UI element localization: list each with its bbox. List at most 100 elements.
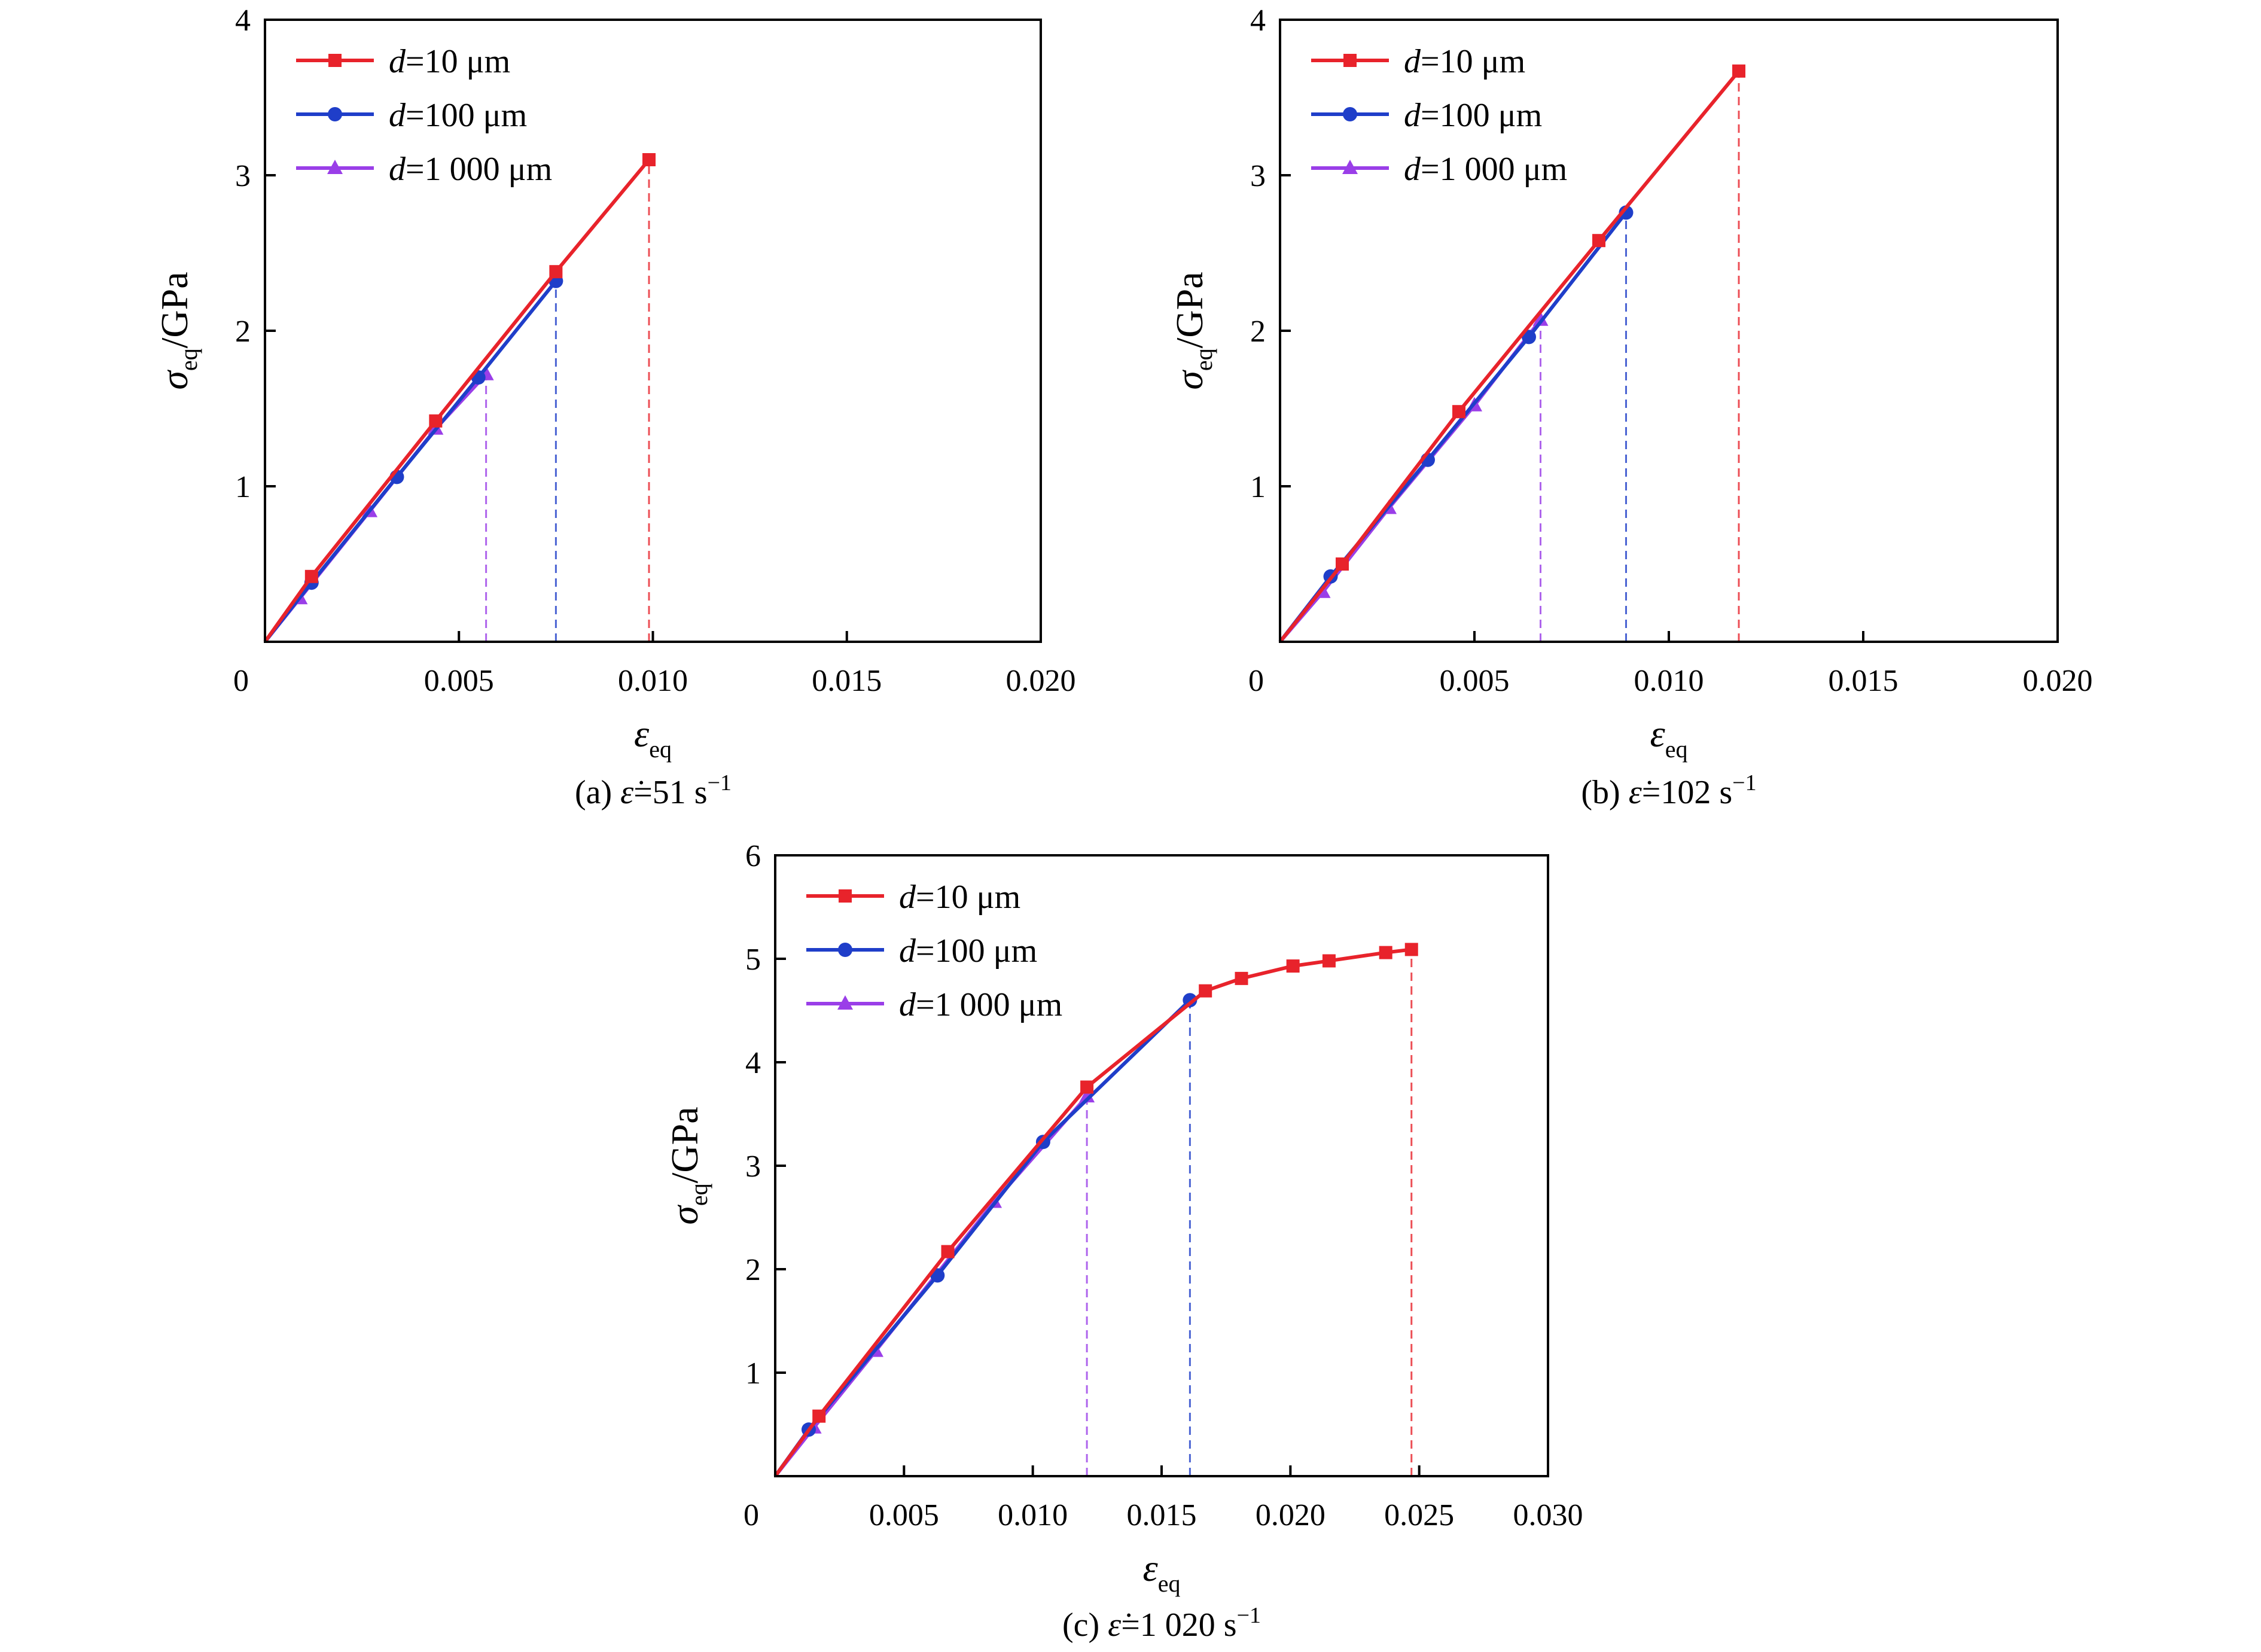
legend-italic: d bbox=[389, 151, 406, 188]
data-point bbox=[1286, 959, 1300, 973]
legend-marker-3 bbox=[1342, 160, 1358, 174]
x-axis-subscript: eq bbox=[1158, 1570, 1181, 1597]
y-tick-label: 1 bbox=[235, 470, 251, 504]
legend-marker-1 bbox=[328, 54, 342, 67]
legend-entry-2: d=100 μm bbox=[1404, 97, 1542, 134]
x-tick-label: 0.025 bbox=[1384, 1498, 1454, 1532]
y-axis-subscript: eq bbox=[1190, 348, 1217, 371]
data-point bbox=[1183, 993, 1197, 1008]
data-point bbox=[1452, 405, 1465, 419]
y-tick-label: 6 bbox=[745, 839, 761, 873]
data-point bbox=[549, 265, 563, 279]
x-tick-label: 0.015 bbox=[812, 664, 882, 698]
legend-italic: d bbox=[389, 43, 406, 80]
panel-caption: (a) ε̇=51 s−1 bbox=[575, 770, 732, 811]
legend-label: =10 μm bbox=[1421, 43, 1525, 80]
x-axis-label: εeq bbox=[1143, 1547, 1181, 1597]
legend-entry-2: d=100 μm bbox=[389, 97, 527, 134]
x-axis-label: εeq bbox=[634, 712, 672, 763]
legend-entry-3: d=1 000 μm bbox=[899, 986, 1062, 1023]
data-point bbox=[1235, 971, 1248, 985]
x-tick-label: 0.010 bbox=[1634, 664, 1704, 698]
y-tick-label: 1 bbox=[745, 1357, 761, 1391]
legend-entry-1: d=10 μm bbox=[899, 879, 1020, 916]
data-point bbox=[1336, 557, 1349, 571]
plot-frame bbox=[264, 19, 1042, 643]
x-tick-label: 0.020 bbox=[1006, 664, 1076, 698]
data-point bbox=[429, 414, 443, 428]
x-tick-label: 0.030 bbox=[1513, 1498, 1583, 1532]
y-tick-label: 3 bbox=[745, 1150, 761, 1184]
panel-caption: (c) ε̇=1 020 s−1 bbox=[1062, 1603, 1261, 1644]
caption-prefix: (a) bbox=[575, 774, 620, 811]
legend-italic: d bbox=[899, 879, 916, 916]
legend-label: =100 μm bbox=[916, 932, 1037, 970]
data-point bbox=[1199, 984, 1212, 998]
legend-label: =10 μm bbox=[916, 879, 1020, 916]
caption-rate: =51 s bbox=[633, 774, 707, 811]
legend-marker-2 bbox=[328, 107, 342, 121]
legend-italic: d bbox=[899, 986, 916, 1023]
y-axis-subscript: eq bbox=[685, 1183, 712, 1206]
chart-panel-1: 0 0.005 0.010 0.015 0.0201234εeqσeq/GPad=10 … bbox=[153, 4, 1076, 811]
legend-label: =10 μm bbox=[406, 43, 510, 80]
y-tick-label: 2 bbox=[235, 315, 251, 349]
x-axis-symbol: ε bbox=[1143, 1547, 1159, 1589]
data-point bbox=[1322, 954, 1336, 968]
x-tick-label: 0.015 bbox=[1829, 664, 1899, 698]
legend-entry-3: d=1 000 μm bbox=[1404, 151, 1567, 188]
y-tick-label: 4 bbox=[745, 1046, 761, 1080]
caption-superscript: −1 bbox=[1237, 1603, 1261, 1628]
caption-rate: =102 s bbox=[1642, 774, 1732, 811]
x-axis-symbol: ε bbox=[1650, 712, 1666, 755]
x-tick-label: 0.005 bbox=[424, 664, 494, 698]
legend-entry-1: d=10 μm bbox=[1404, 43, 1525, 80]
series-line-2 bbox=[773, 999, 1192, 1477]
caption-rate: =1 020 s bbox=[1121, 1607, 1236, 1644]
y-axis-symbol: σ bbox=[153, 370, 196, 390]
y-axis-symbol: σ bbox=[663, 1205, 706, 1225]
legend-marker-3 bbox=[837, 995, 853, 1010]
caption-prefix: (b) bbox=[1581, 774, 1628, 811]
caption-superscript: −1 bbox=[1732, 770, 1756, 795]
y-tick-label: 2 bbox=[1250, 315, 1266, 349]
legend-italic: d bbox=[899, 932, 916, 970]
data-point bbox=[1619, 205, 1634, 220]
data-point bbox=[642, 153, 656, 166]
y-tick-label: 1 bbox=[1250, 470, 1266, 504]
legend-marker-2 bbox=[838, 943, 852, 957]
legend-italic: d bbox=[1404, 97, 1421, 134]
x-axis-symbol: ε bbox=[634, 712, 650, 755]
y-axis-label: σeq/GPa bbox=[153, 272, 202, 389]
x-tick-label: 0 bbox=[233, 664, 249, 698]
y-tick-label: 5 bbox=[745, 943, 761, 977]
y-tick-label: 4 bbox=[235, 4, 251, 38]
x-axis-subscript: eq bbox=[649, 736, 672, 763]
x-tick-label: 0.020 bbox=[2023, 664, 2093, 698]
y-axis-subscript: eq bbox=[175, 348, 202, 371]
legend-italic: d bbox=[1404, 151, 1421, 188]
y-tick-label: 4 bbox=[1250, 4, 1266, 38]
x-tick-label: 0 bbox=[743, 1498, 759, 1532]
series-line-1 bbox=[773, 947, 1412, 1477]
caption-superscript: −1 bbox=[708, 770, 732, 795]
panel-caption: (b) ε̇=102 s−1 bbox=[1581, 770, 1756, 811]
x-tick-label: 0.015 bbox=[1127, 1498, 1197, 1532]
x-tick-label: 0.010 bbox=[618, 664, 688, 698]
data-point bbox=[1404, 943, 1418, 956]
y-axis-symbol: σ bbox=[1168, 370, 1211, 390]
y-tick-label: 2 bbox=[745, 1253, 761, 1287]
legend-entry-2: d=100 μm bbox=[899, 932, 1037, 970]
x-axis-subscript: eq bbox=[1665, 736, 1688, 763]
y-tick-label: 3 bbox=[235, 159, 251, 193]
legend-marker-2 bbox=[1343, 107, 1357, 121]
legend-marker-1 bbox=[1343, 54, 1357, 67]
legend-label: =1 000 μm bbox=[1421, 151, 1567, 188]
chart-panel-3: 0 0.005 0.010 0.015 0.020 0.025 0.030123456εeq… bbox=[663, 839, 1583, 1644]
legend-entry-3: d=1 000 μm bbox=[389, 151, 552, 188]
legend-marker-1 bbox=[839, 889, 852, 903]
plot-frame bbox=[774, 854, 1549, 1477]
data-point bbox=[1532, 311, 1549, 326]
y-axis-unit: /GPa bbox=[663, 1107, 706, 1183]
data-point bbox=[941, 1245, 955, 1258]
